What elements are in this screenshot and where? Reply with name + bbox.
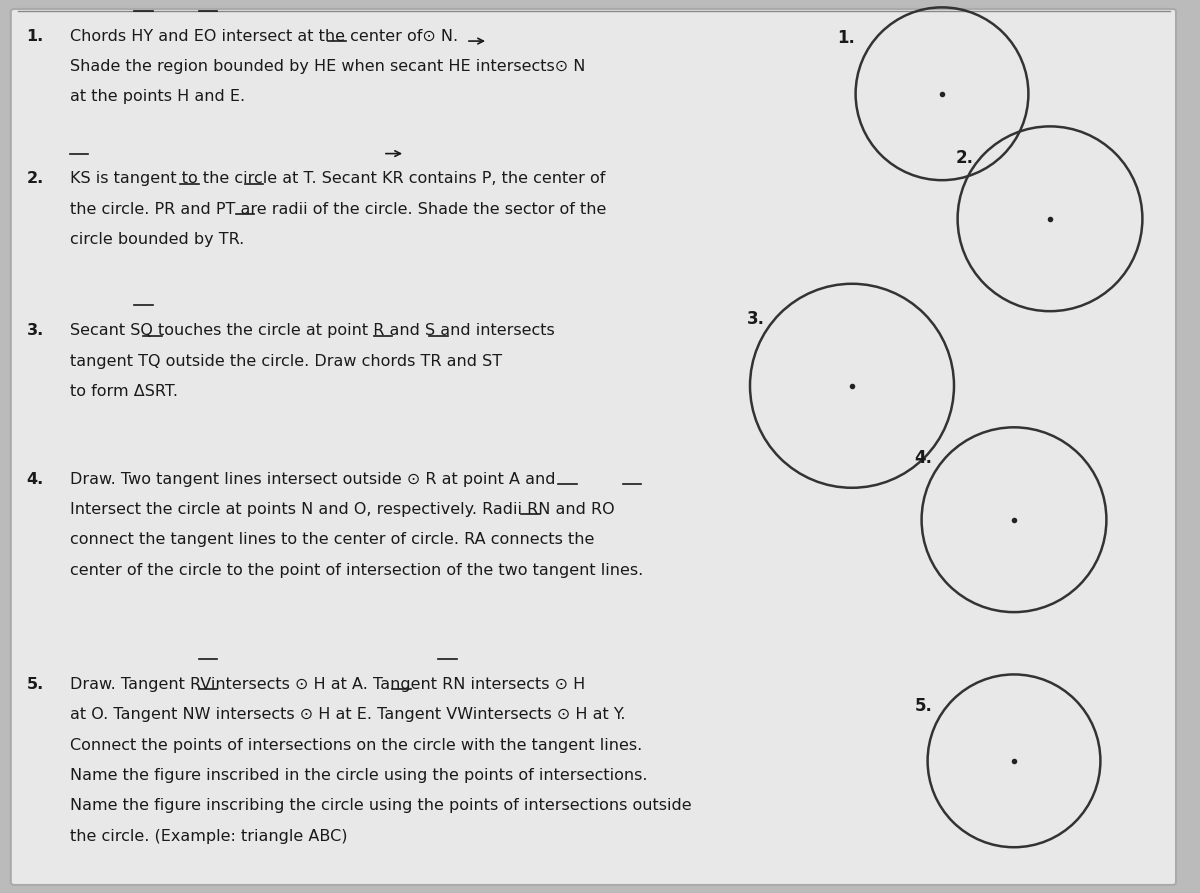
Text: the circle. (Example: triangle ABC): the circle. (Example: triangle ABC) <box>70 829 347 844</box>
Text: KS is tangent to the circle at T. Secant KR contains P, the center of: KS is tangent to the circle at T. Secant… <box>70 171 605 187</box>
FancyBboxPatch shape <box>11 9 1176 885</box>
Text: 2.: 2. <box>955 149 973 167</box>
Text: Draw. Tangent RVintersects ⊙ H at A. Tangent RN intersects ⊙ H: Draw. Tangent RVintersects ⊙ H at A. Tan… <box>70 677 584 692</box>
Text: 2.: 2. <box>26 171 43 187</box>
Text: at O. Tangent NW intersects ⊙ H at E. Tangent VWintersects ⊙ H at Y.: at O. Tangent NW intersects ⊙ H at E. Ta… <box>70 707 625 722</box>
Text: tangent TQ outside the circle. Draw chords TR and ST: tangent TQ outside the circle. Draw chor… <box>70 354 502 369</box>
Text: 1.: 1. <box>838 29 856 46</box>
Text: 3.: 3. <box>26 323 43 338</box>
Text: 4.: 4. <box>914 449 932 467</box>
Text: Connect the points of intersections on the circle with the tangent lines.: Connect the points of intersections on t… <box>70 738 642 753</box>
Text: Draw. Two tangent lines intersect outside ⊙ R at point A and: Draw. Two tangent lines intersect outsid… <box>70 472 556 487</box>
Text: Chords HY and EO intersect at the center of⊙ N.: Chords HY and EO intersect at the center… <box>70 29 457 44</box>
Text: to form ΔSRT.: to form ΔSRT. <box>70 384 178 399</box>
Text: connect the tangent lines to the center of circle. RA connects the: connect the tangent lines to the center … <box>70 532 594 547</box>
Text: at the points H and E.: at the points H and E. <box>70 89 245 104</box>
Text: 4.: 4. <box>26 472 43 487</box>
Text: Shade the region bounded by HE when secant HE intersects⊙ N: Shade the region bounded by HE when seca… <box>70 59 584 74</box>
Text: Intersect the circle at points N and O, respectively. Radii RN and RO: Intersect the circle at points N and O, … <box>70 502 614 517</box>
Text: circle bounded by TR.: circle bounded by TR. <box>70 232 244 247</box>
Text: the circle. PR and PT are radii of the circle. Shade the sector of the: the circle. PR and PT are radii of the c… <box>70 202 606 217</box>
Text: Name the figure inscribed in the circle using the points of intersections.: Name the figure inscribed in the circle … <box>70 768 647 783</box>
Text: center of the circle to the point of intersection of the two tangent lines.: center of the circle to the point of int… <box>70 563 643 578</box>
Text: 5.: 5. <box>914 697 932 714</box>
Text: Secant SQ touches the circle at point R and S and intersects: Secant SQ touches the circle at point R … <box>70 323 554 338</box>
Text: 5.: 5. <box>26 677 43 692</box>
Text: 1.: 1. <box>26 29 43 44</box>
Text: Name the figure inscribing the circle using the points of intersections outside: Name the figure inscribing the circle us… <box>70 798 691 814</box>
Text: 3.: 3. <box>746 310 764 328</box>
